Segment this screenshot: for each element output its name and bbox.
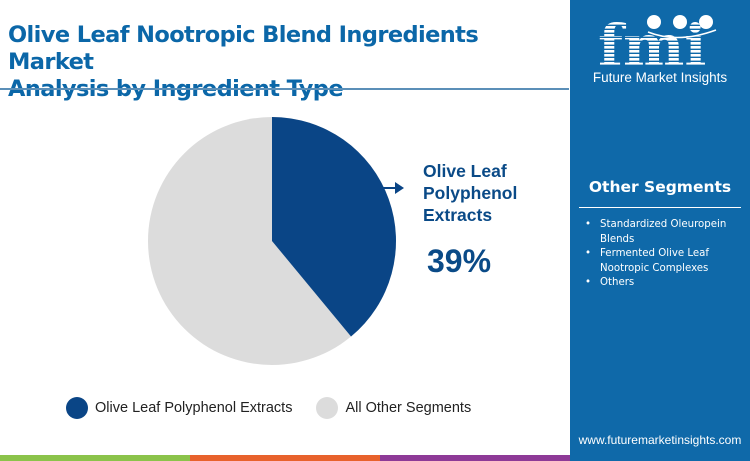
list-item: Fermented Olive Leaf Nootropic Complexes — [583, 247, 748, 276]
legend-swatch-icon — [316, 397, 339, 419]
callout-label: Olive Leaf Polyphenol Extracts — [423, 160, 543, 226]
list-item: Others — [583, 276, 748, 291]
legend-label: All Other Segments — [345, 400, 472, 416]
callout-label-text: Olive Leaf Polyphenol Extracts — [423, 161, 518, 225]
callout-arrow-icon — [383, 182, 404, 194]
website-url: www.futuremarketinsights.com — [578, 433, 742, 447]
callout-value: 39% — [427, 243, 492, 279]
legend-label: Olive Leaf Polyphenol Extracts — [95, 400, 293, 416]
fmi-logo-icon: fmi — [598, 12, 717, 70]
chart-title: Olive Leaf Nootropic Blend Ingredients M… — [8, 22, 568, 103]
other-segments-title: Other Segments — [588, 178, 732, 196]
brand-name: Future Market Insights — [592, 70, 728, 85]
pie-chart — [148, 117, 396, 365]
title-line-1: Olive Leaf Nootropic Blend Ingredients M… — [8, 22, 479, 75]
footer-bar-green — [0, 455, 190, 461]
pie-slice-olive-leaf-polyphenol-extracts — [272, 117, 396, 337]
sidebar-panel: fmi Future Market Insights Other Segment… — [570, 0, 750, 461]
legend-item-other: All Other Segments — [316, 397, 471, 419]
other-segments-list: Standardized Oleuropein Blends Fermented… — [583, 218, 748, 291]
footer-bar-orange — [190, 455, 380, 461]
legend: Olive Leaf Polyphenol Extracts All Other… — [66, 397, 495, 419]
legend-item-olive-leaf: Olive Leaf Polyphenol Extracts — [66, 397, 292, 419]
title-divider — [0, 88, 569, 90]
legend-swatch-icon — [66, 397, 88, 419]
other-segments-divider — [579, 207, 741, 208]
list-item: Standardized Oleuropein Blends — [583, 218, 748, 247]
footer-bar-purple — [380, 455, 570, 461]
